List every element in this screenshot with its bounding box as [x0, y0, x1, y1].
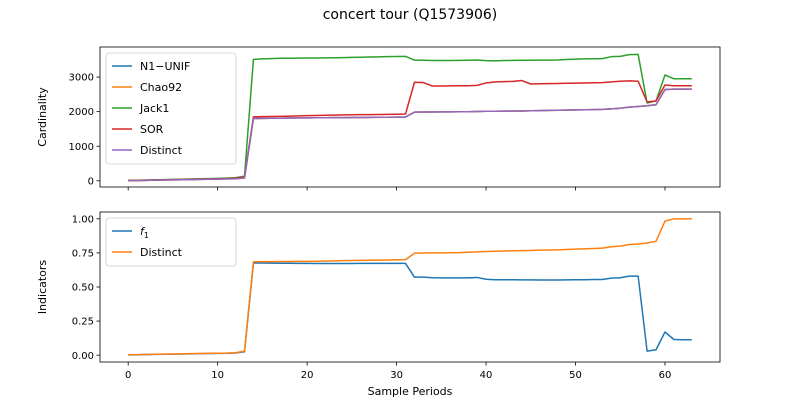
x-axis-label: Sample Periods [368, 385, 453, 398]
x-tick-label: 0 [125, 370, 131, 381]
legend [105, 52, 237, 165]
cardinality-plot: 0 1000 2000 3000 Cardinality N1−UNIF Chao92 Jac… [36, 46, 721, 191]
y-tick-label: 2000 [69, 107, 94, 118]
legend-label: N1−UNIF [140, 60, 190, 73]
series-line [128, 88, 692, 182]
y-tick-label: 0.75 [72, 249, 94, 260]
axes-frame [99, 46, 721, 188]
x-tick-label: 40 [480, 370, 493, 381]
y-tick-label: 1.00 [72, 214, 94, 225]
legend-label: Jack1 [139, 102, 169, 115]
y-tick-label: 0.25 [72, 317, 94, 328]
y-tick-label: 0 [88, 176, 94, 187]
x-tick-label: 30 [390, 370, 403, 381]
y-tick-label: 3000 [69, 73, 94, 84]
figure-title: concert tour (Q1573906) [323, 7, 498, 23]
y-tick-label: 1000 [69, 142, 94, 153]
x-tick-label: 50 [569, 370, 582, 381]
y-tick-label: 0.00 [72, 351, 94, 362]
x-tick-label: 20 [301, 370, 314, 381]
series-line [128, 218, 692, 356]
x-tick-label: 10 [211, 370, 224, 381]
legend-label: Distinct [140, 246, 183, 259]
legend-label: Distinct [140, 144, 183, 157]
series-line [128, 262, 692, 356]
legend-label: Chao92 [140, 81, 182, 94]
legend [105, 217, 237, 267]
legend-label: SOR [140, 123, 164, 136]
legend-label: f1 [140, 225, 149, 240]
x-tick-label: 60 [659, 370, 672, 381]
y-tick-label: 0.50 [72, 283, 94, 294]
indicators-plot: 0 10 20 30 40 50 60 0.00 0.25 0.50 0.75 1.00 Indicat… [36, 211, 721, 398]
y-axis-label: Cardinality [36, 87, 49, 147]
y-axis-label: Indicators [36, 260, 49, 315]
